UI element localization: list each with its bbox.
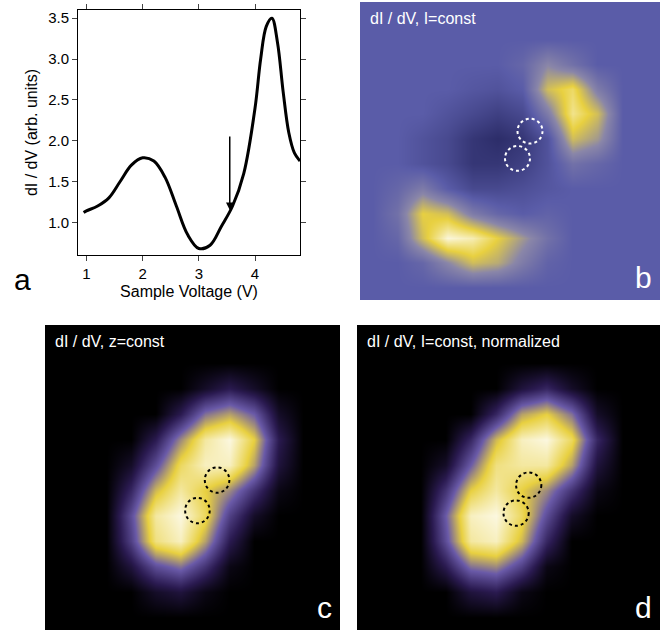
svg-text:1.5: 1.5 [48, 173, 69, 190]
svg-text:c: c [317, 591, 332, 624]
svg-text:d: d [635, 591, 652, 624]
svg-text:dI / dV, z=const: dI / dV, z=const [55, 333, 165, 350]
svg-text:3: 3 [195, 265, 203, 282]
svg-text:2: 2 [138, 265, 146, 282]
svg-text:1: 1 [82, 265, 90, 282]
svg-text:3.0: 3.0 [48, 50, 69, 67]
svg-text:b: b [635, 261, 652, 294]
svg-text:dI / dV, I=const: dI / dV, I=const [370, 10, 476, 27]
svg-text:1.0: 1.0 [48, 214, 69, 231]
svg-text:2.5: 2.5 [48, 91, 69, 108]
svg-text:Sample Voltage (V): Sample Voltage (V) [120, 283, 258, 300]
svg-text:a: a [14, 263, 31, 296]
svg-text:2.0: 2.0 [48, 132, 69, 149]
svg-text:3.5: 3.5 [48, 9, 69, 26]
svg-text:dI / dV (arb. units): dI / dV (arb. units) [23, 69, 40, 196]
svg-text:4: 4 [251, 265, 259, 282]
svg-text:dI / dV, I=const, normalized: dI / dV, I=const, normalized [367, 333, 560, 350]
